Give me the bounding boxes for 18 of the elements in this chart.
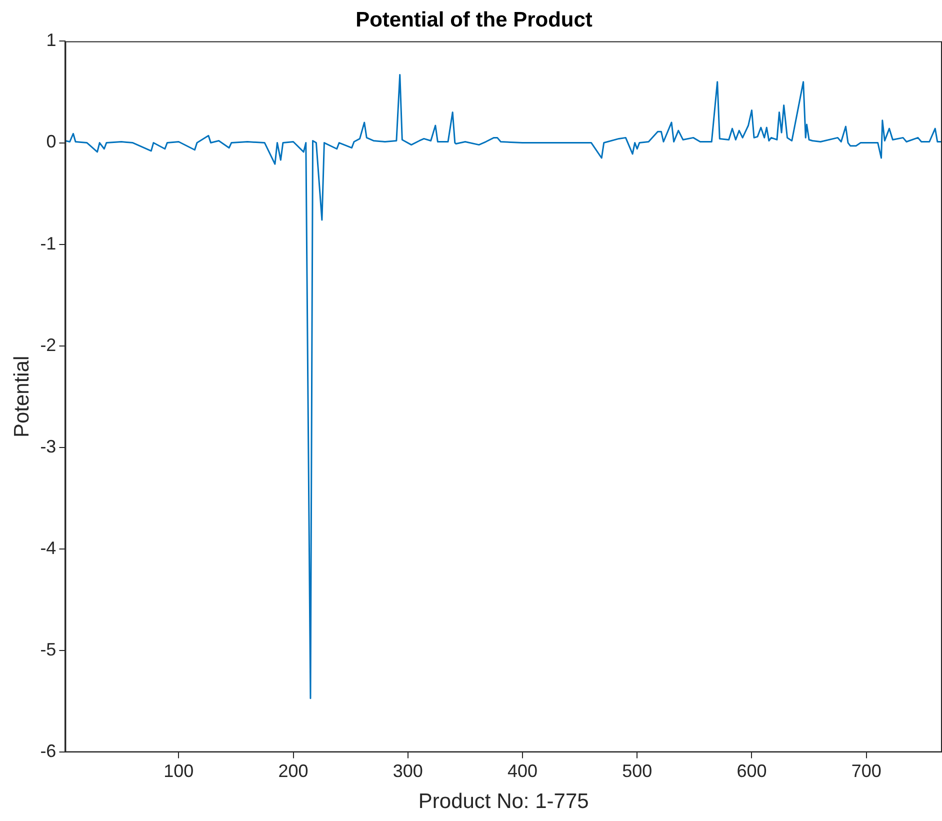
y-tick-label: -6 [40,741,56,762]
y-tick-label: 1 [46,30,56,50]
y-tick-label: -5 [40,640,56,660]
x-tick-label: 600 [736,760,767,781]
x-tick-label: 700 [851,760,882,781]
y-tick-label: -3 [40,436,56,456]
x-tick-label: 100 [164,760,194,781]
y-axis-title: Potential [10,356,34,438]
chart-title: Potential of the Product [356,8,592,32]
y-tick-label: 0 [46,132,56,152]
y-tick-label: -2 [40,334,56,355]
x-tick-label: 400 [507,760,538,781]
y-tick-label: -1 [40,233,56,254]
x-axis-title: Product No: 1-775 [418,790,589,814]
y-tick-label: -4 [40,538,56,558]
x-tick-label: 300 [392,760,423,781]
x-tick-label: 200 [278,760,308,781]
x-tick-label: 500 [622,760,652,781]
